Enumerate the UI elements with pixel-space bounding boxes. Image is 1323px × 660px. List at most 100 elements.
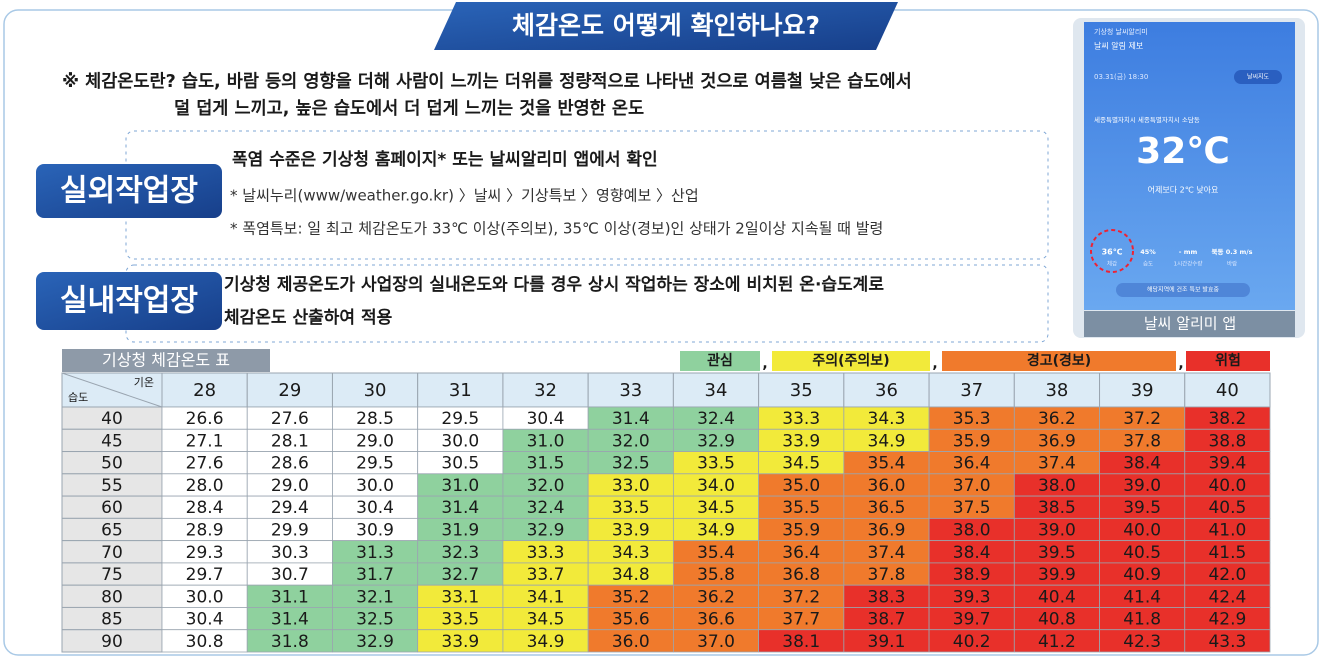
phone-mockup: 기상청 날씨알리미 날씨 알림 제보 03.31(금) 18:30 날씨지도 세…: [1073, 18, 1305, 338]
cell-value: 36.0: [612, 632, 650, 652]
cell-value: 36.2: [697, 587, 735, 607]
cell-value: 31.0: [441, 476, 479, 496]
phone-stat-label: 체감: [1107, 260, 1117, 268]
phone-compare: 어제보다 2℃ 낮아요: [1148, 185, 1219, 195]
column-header: 40: [1216, 380, 1239, 401]
cell-value: 33.5: [612, 498, 650, 518]
cell-value: 28.4: [186, 498, 224, 518]
cell-value: 37.7: [782, 610, 820, 630]
cell-value: 33.9: [782, 431, 820, 451]
cell-value: 42.0: [1208, 565, 1246, 585]
legend-label: 위험: [1215, 352, 1241, 369]
cell-value: 32.0: [527, 476, 565, 496]
cell-value: 37.8: [1123, 431, 1161, 451]
cell-value: 37.2: [1123, 409, 1161, 429]
cell-value: 41.4: [1123, 587, 1161, 607]
cell-value: 41.2: [1038, 632, 1076, 652]
cell-value: 36.9: [868, 521, 906, 541]
cell-value: 32.9: [356, 632, 394, 652]
legend-swatch: [942, 351, 1176, 371]
phone-stat-label: 1시간강수량: [1174, 260, 1203, 268]
cell-value: 29.5: [441, 409, 479, 429]
cell-value: 38.8: [1208, 431, 1246, 451]
column-header: 30: [364, 380, 387, 401]
cell-value: 39.1: [868, 632, 906, 652]
cell-value: 36.4: [782, 543, 820, 563]
cell-value: 34.3: [612, 543, 650, 563]
cell-value: 28.5: [356, 409, 394, 429]
cell-value: 33.5: [441, 610, 479, 630]
cell-value: 30.4: [527, 409, 565, 429]
column-header-cell: [417, 372, 504, 408]
column-header: 28: [193, 380, 216, 401]
cell-value: 35.9: [782, 521, 820, 541]
row-header: 80: [101, 587, 123, 607]
column-header: 29: [278, 380, 301, 401]
cell-value: 29.0: [271, 476, 309, 496]
table-cell: [1184, 629, 1271, 653]
column-header-cell: [1184, 372, 1271, 408]
phone-stat-value: 45%: [1140, 248, 1156, 256]
cell-value: 31.4: [612, 409, 650, 429]
cell-value: 38.4: [1123, 454, 1161, 474]
legend-swatch: [1186, 351, 1270, 371]
phone-alert: 해당지역에 건조 특보 발효중: [1147, 286, 1219, 294]
cell-value: 40.0: [1123, 521, 1161, 541]
cell-value: 27.6: [186, 454, 224, 474]
cell-value: 35.4: [868, 454, 906, 474]
outdoor-note: * 날씨누리(www/weather.go.kr) 〉날씨 〉기상특보 〉영향예…: [230, 187, 699, 205]
row-header: 85: [101, 610, 123, 630]
cell-value: 43.3: [1208, 632, 1246, 652]
cell-value: 37.5: [953, 498, 991, 518]
row-header: 50: [101, 454, 123, 474]
phone-location: 세종특별자치시 세종특별자치시 소담동: [1094, 115, 1200, 124]
column-header-cell: [928, 372, 1015, 408]
column-header-cell: [331, 372, 419, 408]
cell-value: 29.7: [186, 565, 224, 585]
cell-value: 29.3: [186, 543, 224, 563]
corner-top: 기온: [134, 376, 154, 389]
table-title: 기상청 체감온도 표: [102, 351, 230, 370]
cell-value: 36.0: [868, 476, 906, 496]
outdoor-heading: 폭염 수준은 기상청 홈페이지* 또는 날씨알리미 앱에서 확인: [232, 149, 658, 170]
cell-value: 33.3: [782, 409, 820, 429]
cell-value: 30.4: [356, 498, 394, 518]
cell-value: 32.0: [612, 431, 650, 451]
cell-value: 29.9: [271, 521, 309, 541]
cell-value: 32.1: [356, 587, 394, 607]
cell-value: 38.9: [953, 565, 991, 585]
row-header: 55: [101, 476, 123, 496]
cell-value: 41.5: [1208, 543, 1246, 563]
cell-value: 37.4: [868, 543, 906, 563]
cell-value: 40.5: [1208, 498, 1246, 518]
cell-value: 38.0: [1038, 476, 1076, 496]
cell-value: 30.5: [441, 454, 479, 474]
column-header-cell: [1099, 372, 1186, 408]
cell-value: 37.2: [782, 587, 820, 607]
phone-stat-value: - mm: [1179, 248, 1198, 256]
outdoor-note: * 폭염특보: 일 최고 체감온도가 33℃ 이상(주의보), 35℃ 이상(경…: [230, 220, 883, 238]
cell-value: 33.9: [441, 632, 479, 652]
phone-map: 날씨지도: [1247, 73, 1270, 81]
row-header: 70: [101, 543, 123, 563]
cell-value: 30.0: [356, 476, 394, 496]
legend: 관심, 주의(주의보), 경고(경보), 위험: [680, 351, 1270, 372]
indoor-line: 체감온도 산출하여 적용: [224, 308, 393, 328]
cell-value: 31.4: [441, 498, 479, 518]
cell-value: 27.6: [271, 409, 309, 429]
phone-app: 기상청 날씨알리미: [1094, 27, 1148, 36]
cell-value: 32.9: [697, 431, 735, 451]
table-title-box: [62, 349, 270, 372]
cell-value: 29.5: [356, 454, 394, 474]
cell-value: 37.0: [697, 632, 735, 652]
legend-label: 경고(경보): [1027, 352, 1091, 369]
corner-bottom: 습도: [68, 391, 88, 404]
cell-value: 34.9: [868, 431, 906, 451]
cell-value: 31.8: [271, 632, 309, 652]
column-header: 39: [1131, 380, 1154, 401]
cell-value: 34.1: [527, 587, 565, 607]
cell-value: 39.9: [1038, 565, 1076, 585]
